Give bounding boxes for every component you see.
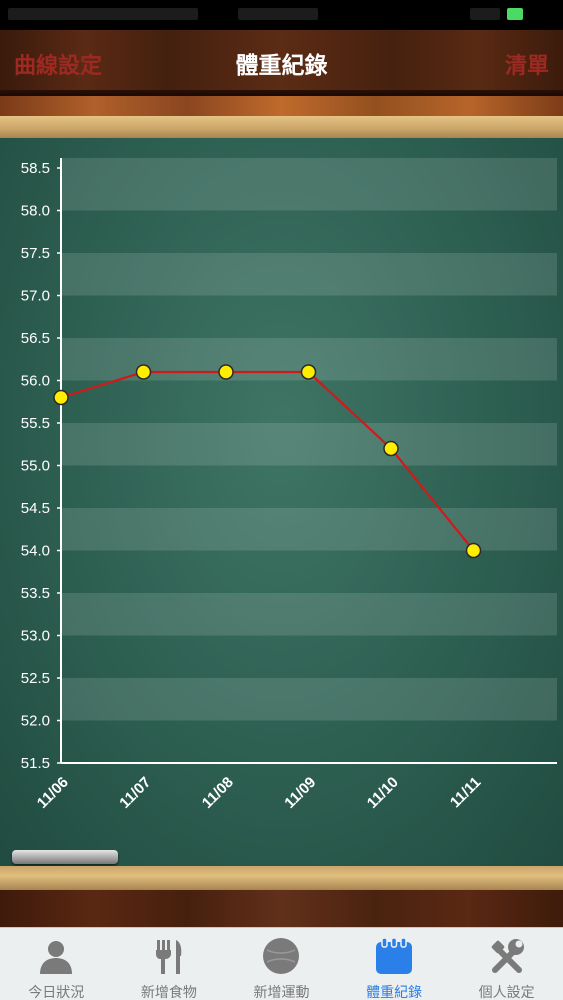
grid-band bbox=[61, 168, 557, 211]
calendar-icon bbox=[376, 937, 413, 974]
y-tick-label: 53.0 bbox=[21, 628, 50, 645]
x-tick-label: 11/11 bbox=[447, 774, 484, 811]
x-tick-label: 11/06 bbox=[34, 774, 72, 812]
grid-band bbox=[61, 253, 557, 296]
chalkboard bbox=[0, 138, 563, 866]
grid-band bbox=[61, 423, 557, 466]
y-tick-label: 54.0 bbox=[21, 543, 50, 560]
status-carrier bbox=[8, 8, 198, 20]
fork-knife-icon bbox=[155, 940, 182, 974]
tools-icon bbox=[491, 939, 524, 973]
battery-icon bbox=[507, 8, 523, 20]
x-tick-label: 11/07 bbox=[116, 774, 154, 812]
tab-label: 新增運動 bbox=[253, 985, 310, 1000]
y-tick-label: 51.5 bbox=[21, 755, 50, 772]
tab-add-exercise[interactable]: 新增運動 bbox=[225, 928, 338, 1000]
wood-frame-top bbox=[0, 96, 563, 116]
weight-chart: 58.5 58.0 57.5 57.0 56.5 56.0 55.5 55.0 54.5 54.0… bbox=[21, 158, 557, 812]
grid-band bbox=[61, 593, 557, 636]
y-tick-label: 57.5 bbox=[21, 245, 50, 262]
grid-band bbox=[61, 158, 557, 168]
data-point bbox=[218, 364, 234, 380]
person-icon bbox=[40, 941, 73, 974]
y-tick-label: 54.5 bbox=[21, 500, 50, 517]
tab-label: 個人設定 bbox=[478, 985, 535, 1000]
status-time bbox=[238, 8, 318, 20]
y-tick-label: 52.0 bbox=[21, 713, 50, 730]
tab-weight-record[interactable]: 體重紀錄 bbox=[338, 928, 451, 1000]
x-tick-label: 11/10 bbox=[364, 774, 402, 812]
grid-band bbox=[61, 678, 557, 721]
navigation-bar: 曲線設定 體重紀錄 清單 bbox=[0, 30, 563, 96]
data-point bbox=[465, 542, 482, 559]
y-tick-label: 56.0 bbox=[21, 373, 50, 390]
x-tick-label: 11/08 bbox=[199, 774, 237, 812]
y-tick-label: 58.5 bbox=[21, 160, 50, 177]
data-point bbox=[300, 364, 317, 380]
list-button[interactable]: 清單 bbox=[504, 54, 549, 79]
curve-settings-button[interactable]: 曲線設定 bbox=[14, 54, 103, 79]
y-tick-label: 52.5 bbox=[21, 670, 50, 687]
y-tick-label: 55.0 bbox=[21, 458, 50, 475]
x-tick-label: 11/09 bbox=[281, 774, 319, 812]
frame-trim-bottom bbox=[0, 866, 563, 890]
y-tick-label: 58.0 bbox=[21, 203, 50, 220]
tab-label: 今日狀況 bbox=[28, 985, 85, 1000]
status-bar bbox=[0, 0, 563, 30]
tab-label: 體重紀錄 bbox=[366, 985, 423, 1000]
wood-frame-bottom bbox=[0, 890, 563, 927]
grid-band bbox=[61, 508, 557, 551]
y-tick-label: 57.0 bbox=[21, 288, 50, 305]
data-point bbox=[135, 364, 152, 380]
tab-today[interactable]: 今日狀況 bbox=[0, 928, 113, 1000]
y-tick-label: 56.5 bbox=[21, 330, 50, 347]
y-tick-label: 55.5 bbox=[21, 415, 50, 432]
eraser bbox=[12, 850, 118, 864]
weight-series-line bbox=[60, 370, 475, 552]
status-battery-percent bbox=[470, 8, 500, 20]
ball-icon bbox=[263, 938, 300, 974]
tab-add-food[interactable]: 新增食物 bbox=[113, 928, 226, 1000]
data-point bbox=[53, 389, 69, 406]
page-title: 體重紀錄 bbox=[235, 53, 328, 79]
y-tick-label: 53.5 bbox=[21, 585, 50, 602]
tab-bar: 今日狀況 新增食物 新增運動 體重紀錄 bbox=[0, 927, 563, 1000]
frame-trim-top bbox=[0, 116, 563, 138]
tab-personal-settings[interactable]: 個人設定 bbox=[450, 928, 563, 1000]
data-point bbox=[383, 440, 399, 457]
tab-label: 新增食物 bbox=[140, 985, 197, 1000]
